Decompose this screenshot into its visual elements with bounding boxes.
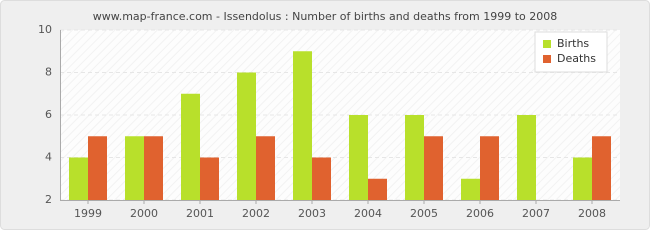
bar — [144, 136, 163, 200]
y-tick-label: 10 — [38, 23, 52, 36]
bar — [125, 136, 144, 200]
bar — [237, 72, 256, 200]
bar — [368, 178, 387, 200]
legend-label: Deaths — [557, 52, 596, 65]
x-tick-label: 1999 — [74, 207, 102, 220]
x-tick-label: 2006 — [466, 207, 494, 220]
bar — [256, 136, 275, 200]
bar — [88, 136, 107, 200]
legend-swatch — [543, 40, 551, 48]
y-tick-label: 2 — [45, 193, 52, 206]
y-tick-label: 8 — [45, 66, 52, 79]
x-tick-label: 2007 — [522, 207, 550, 220]
chart-title: www.map-france.com - Issendolus : Number… — [93, 10, 558, 23]
y-tick-label: 6 — [45, 108, 52, 121]
x-tick-label: 2003 — [298, 207, 326, 220]
y-tick-label: 4 — [45, 151, 52, 164]
bar — [405, 115, 424, 200]
bar — [293, 51, 312, 200]
x-tick-label: 2004 — [354, 207, 382, 220]
bar — [592, 136, 611, 200]
bar — [461, 178, 480, 200]
bar — [181, 93, 200, 200]
bars — [69, 51, 611, 200]
bar — [573, 157, 592, 200]
legend: Births Deaths — [534, 31, 608, 73]
legend-label: Births — [557, 37, 589, 50]
bar — [424, 136, 443, 200]
bar — [480, 136, 499, 200]
bar — [69, 157, 88, 200]
legend-box — [534, 31, 608, 73]
chart: www.map-france.com - Issendolus : Number… — [0, 0, 650, 230]
bar — [349, 115, 368, 200]
bar — [517, 115, 536, 200]
x-tick-label: 2000 — [130, 207, 158, 220]
x-tick-label: 2005 — [410, 207, 438, 220]
x-tick-label: 2008 — [578, 207, 606, 220]
x-tick-label: 2001 — [186, 207, 214, 220]
legend-swatch — [543, 55, 551, 63]
bar — [312, 157, 331, 200]
bar — [200, 157, 219, 200]
x-tick-label: 2002 — [242, 207, 270, 220]
